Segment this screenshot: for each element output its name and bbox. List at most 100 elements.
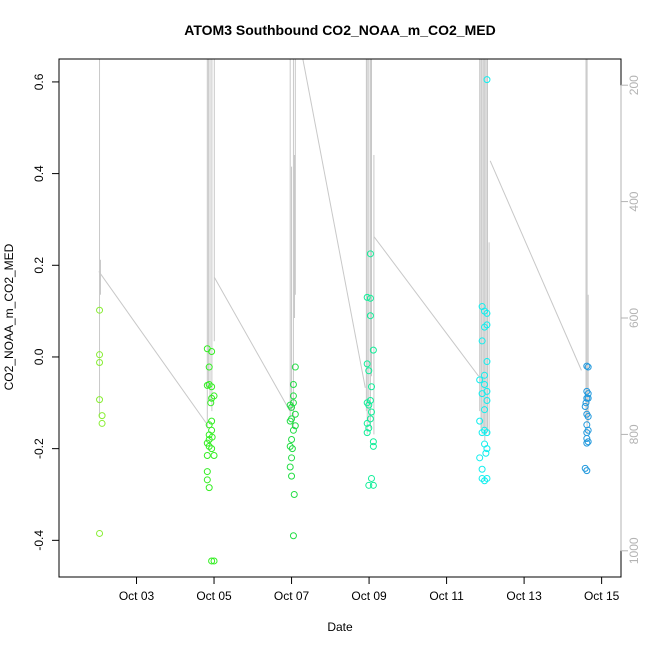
data-point <box>208 445 216 453</box>
data-point <box>98 412 106 420</box>
data-point <box>203 476 211 484</box>
data-point <box>482 449 490 457</box>
data-point <box>584 413 592 421</box>
data-point <box>583 435 591 443</box>
pressure-line-layer <box>98 58 589 441</box>
data-point <box>96 306 104 314</box>
data-point <box>366 415 374 423</box>
data-point <box>476 454 484 462</box>
y-axis-label: CO2_NOAA_m_CO2_MED <box>2 243 16 390</box>
data-point <box>363 429 371 437</box>
data-point <box>291 410 299 418</box>
y2-tick-label: 1000 <box>627 537 641 564</box>
chart-title: ATOM3 Southbound CO2_NOAA_m_CO2_MED <box>184 22 495 38</box>
y2-tick-label: 600 <box>627 308 641 328</box>
y-tick-label: 0.6 <box>32 73 46 90</box>
data-point <box>483 474 491 482</box>
data-point <box>289 399 297 407</box>
data-point <box>478 474 486 482</box>
data-point <box>363 419 371 427</box>
data-point <box>289 532 297 540</box>
data-point <box>478 429 486 437</box>
data-point <box>208 417 216 425</box>
data-point <box>365 481 373 489</box>
data-point <box>288 415 296 423</box>
pressure-transit-line <box>373 236 480 377</box>
data-point <box>288 472 296 480</box>
data-point <box>289 426 297 434</box>
data-point <box>584 390 592 398</box>
data-point <box>286 442 294 450</box>
data-point <box>369 346 377 354</box>
data-point <box>96 529 104 537</box>
data-point <box>96 358 104 366</box>
data-point <box>203 468 211 476</box>
data-point <box>481 323 489 331</box>
data-point <box>288 445 296 453</box>
data-point <box>289 380 297 388</box>
x-tick-label: Oct 13 <box>506 589 542 603</box>
data-point <box>286 463 294 471</box>
data-point <box>203 452 211 460</box>
data-point <box>205 484 213 492</box>
y-tick-label: -0.4 <box>32 530 46 551</box>
data-point <box>481 371 489 379</box>
y-tick-label: 0.2 <box>32 257 46 274</box>
pressure-transit-line <box>302 58 366 388</box>
data-point <box>208 557 216 565</box>
data-point <box>476 417 484 425</box>
data-point <box>210 452 218 460</box>
x-tick-label: Oct 03 <box>119 589 155 603</box>
data-point <box>366 312 374 320</box>
data-point <box>369 481 377 489</box>
x-tick-label: Oct 09 <box>351 589 387 603</box>
data-point <box>476 376 484 384</box>
data-point <box>481 477 489 485</box>
y-tick-label: 0.0 <box>32 348 46 365</box>
data-point <box>483 397 491 405</box>
data-point <box>581 402 589 410</box>
pressure-transit-line <box>213 277 291 412</box>
data-point <box>483 387 491 395</box>
data-point <box>288 435 296 443</box>
data-point <box>365 367 373 375</box>
data-point <box>208 394 216 402</box>
data-point <box>363 293 371 301</box>
data-point <box>369 442 377 450</box>
data-point <box>584 438 592 446</box>
data-point <box>96 351 104 359</box>
data-point <box>363 360 371 368</box>
x-tick-label: Oct 11 <box>429 589 464 603</box>
data-point <box>291 363 299 371</box>
data-point <box>205 363 213 371</box>
data-point <box>584 426 592 434</box>
data-point <box>366 294 374 302</box>
y-axis-right: 200 400 600 800 1000 <box>620 75 641 564</box>
data-point <box>584 363 592 371</box>
data-point <box>483 76 491 84</box>
data-point <box>210 392 218 400</box>
data-point <box>205 442 213 450</box>
data-point <box>478 465 486 473</box>
data-point <box>483 429 491 437</box>
data-point <box>291 422 299 430</box>
data-point <box>478 337 486 345</box>
data-point <box>583 439 591 447</box>
data-point <box>483 445 491 453</box>
x-tick-label: Oct 07 <box>274 589 310 603</box>
y-axis-left: -0.4 -0.2 0.0 0.2 0.4 0.6 <box>32 73 60 551</box>
data-point <box>208 426 216 434</box>
x-tick-label: Oct 15 <box>584 589 620 603</box>
y-tick-label: 0.4 <box>32 165 46 182</box>
data-point <box>483 309 491 317</box>
data-point <box>208 347 216 355</box>
x-axis-label: Date <box>327 620 353 634</box>
plot-frame <box>58 58 622 578</box>
data-point <box>481 426 489 434</box>
data-point <box>288 403 296 411</box>
data-point <box>366 250 374 258</box>
data-point <box>481 307 489 315</box>
data-point <box>208 383 216 391</box>
data-point <box>481 406 489 414</box>
data-point <box>288 454 296 462</box>
